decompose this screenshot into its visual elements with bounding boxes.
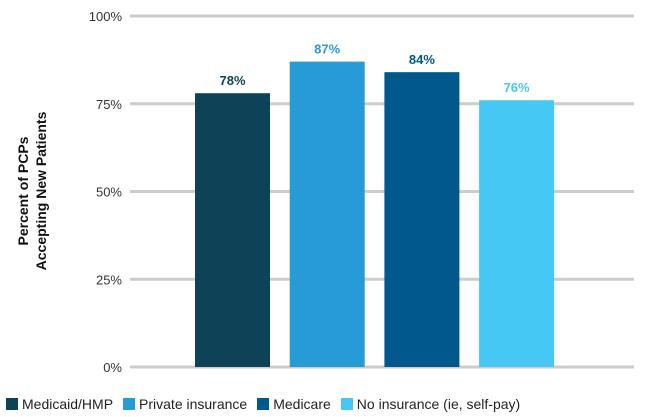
bar-value-label: 87% [314,42,340,57]
legend-item: No insurance (ie, self-pay) [340,396,521,412]
legend: Medicaid/HMP Private insurance Medicare No … [6,396,530,412]
bar-value-label: 84% [409,52,435,67]
legend-label: Private insurance [139,396,248,412]
bar-value-label: 76% [504,80,530,95]
legend-swatch [257,398,270,410]
data-labels: 78% 87% 84% 76% [219,42,530,96]
legend-swatch [123,398,136,410]
y-axis-title-line-2: Accepting New Patients [33,111,49,270]
bar [479,100,555,368]
y-axis-title: Percent of PCPs Accepting New Patients [15,111,49,270]
legend-item: Medicaid/HMP [6,396,113,412]
bars [195,61,555,368]
legend-swatch [340,398,353,410]
legend-swatch [6,398,18,410]
legend-label: No insurance (ie, self-pay) [356,396,521,412]
legend-item: Medicare [257,396,331,412]
bar-value-label: 78% [219,73,245,88]
y-tick-label: 75% [96,97,122,112]
y-tick-label: 0% [103,360,122,375]
bar [195,93,270,367]
legend-item: Private insurance [123,396,247,412]
y-tick-label: 25% [96,272,122,287]
y-axis-ticks: 0% 25% 50% 75% 100% [89,9,123,375]
legend-label: Medicare [273,396,331,412]
y-tick-label: 50% [96,185,122,200]
bar [384,72,460,367]
y-axis-title-line-1: Percent of PCPs [15,136,31,245]
legend-label: Medicaid/HMP [22,396,114,412]
bar [289,61,365,367]
y-tick-label: 100% [89,9,123,24]
